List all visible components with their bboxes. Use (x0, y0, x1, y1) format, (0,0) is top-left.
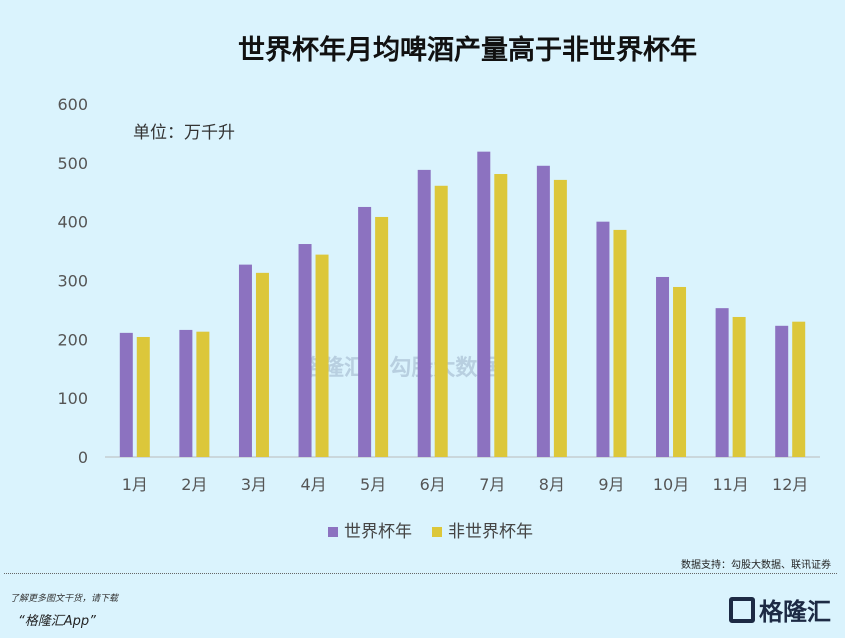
bar-world-cup (238, 264, 252, 457)
x-tick-label: 2月 (181, 475, 207, 494)
y-tick-label: 400 (57, 213, 88, 232)
y-tick-label: 0 (78, 448, 88, 467)
bar-world-cup (119, 332, 133, 457)
x-tick-label: 5月 (360, 475, 386, 494)
x-tick-label: 1月 (122, 475, 148, 494)
y-tick-label: 100 (57, 389, 88, 408)
bar-world-cup (477, 151, 491, 457)
bar-non-world-cup (136, 336, 150, 457)
bar-non-world-cup (434, 185, 448, 458)
bar-non-world-cup (553, 179, 567, 457)
legend-item-0: 世界杯年 (328, 517, 412, 542)
bar-non-world-cup (494, 174, 508, 458)
bar-non-world-cup (673, 286, 687, 457)
watermark: 格隆汇 | 勾股大数据 (300, 356, 500, 381)
promo-app-name: “格隆汇App” (18, 614, 96, 629)
y-tick-label: 600 (57, 95, 88, 114)
legend: 世界杯年 非世界杯年 (328, 517, 533, 542)
legend-item-1: 非世界杯年 (432, 517, 533, 542)
x-tick-label: 12月 (772, 475, 808, 494)
bar-non-world-cup (613, 229, 627, 457)
y-tick-label: 500 (57, 154, 88, 173)
x-tick-label: 9月 (598, 475, 624, 494)
legend-swatch (432, 527, 442, 537)
unit-label: 单位：万千升 (133, 123, 235, 143)
x-tick-label: 11月 (712, 475, 748, 494)
bar-chart: 0 100 200 300 400 500 600 1月 2月 3月 4月 5月 6月 7月 8月 9月 10月… (57, 95, 820, 494)
bar-world-cup (179, 329, 193, 457)
promo-text: 了解更多图文干货，请下载 (10, 594, 119, 604)
x-tick-label: 8月 (539, 475, 565, 494)
y-tick-label: 300 (57, 272, 88, 291)
bar-world-cup (298, 244, 312, 457)
x-tick-label: 3月 (241, 475, 267, 494)
bar-non-world-cup (792, 321, 806, 457)
bar-non-world-cup (255, 272, 269, 457)
logo: 格隆汇 (729, 592, 831, 627)
bar-non-world-cup (732, 316, 746, 457)
chart-title: 世界杯年月均啤酒产量高于非世界杯年 (238, 35, 697, 66)
bar-non-world-cup (375, 216, 389, 457)
x-tick-label: 4月 (300, 475, 326, 494)
y-tick-label: 200 (57, 330, 88, 349)
bar-world-cup (536, 165, 550, 457)
bar-world-cup (417, 169, 431, 458)
bar-world-cup (715, 308, 729, 457)
x-tick-label: 10月 (653, 475, 689, 494)
legend-swatch (328, 527, 338, 537)
legend-label: 世界杯年 (344, 522, 412, 542)
bar-non-world-cup (196, 331, 210, 457)
bar-world-cup (775, 325, 789, 457)
legend-label: 非世界杯年 (448, 522, 533, 542)
divider (4, 573, 837, 574)
source-note: 数据支持：勾股大数据、联讯证券 (681, 560, 831, 571)
logo-text: 格隆汇 (759, 598, 831, 626)
logo-g-icon (729, 596, 755, 623)
x-tick-label: 6月 (420, 475, 446, 494)
bar-non-world-cup (315, 254, 329, 457)
bar-world-cup (596, 221, 610, 457)
bar-world-cup (656, 276, 670, 457)
x-tick-label: 7月 (479, 475, 505, 494)
bar-world-cup (358, 206, 372, 457)
